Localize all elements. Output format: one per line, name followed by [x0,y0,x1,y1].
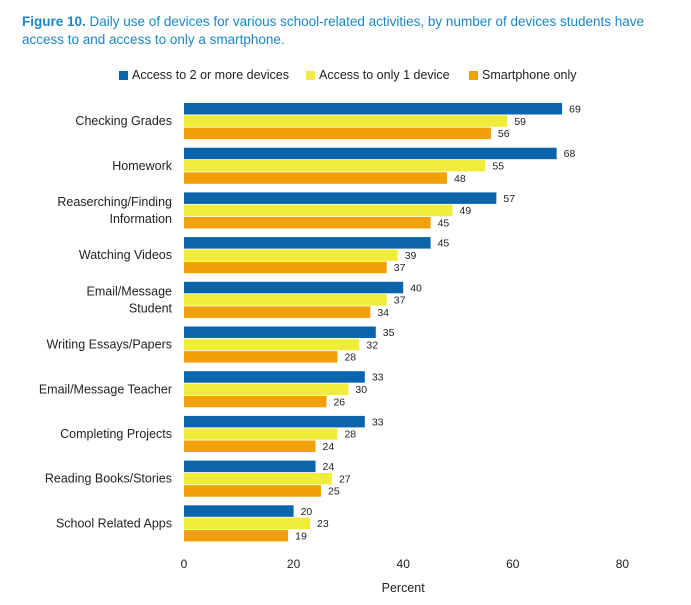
category-label: Writing Essays/Papers [46,338,172,352]
data-label: 56 [498,128,510,140]
bar [184,261,387,274]
legend: Access to 2 or more devices Access to on… [0,68,691,86]
data-label: 45 [438,238,450,250]
category-label: School Related Apps [56,516,172,530]
data-label: 59 [514,116,526,128]
data-label: 57 [503,193,515,205]
category-label: Reading Books/Stories [45,472,172,486]
bar [184,338,360,351]
figure-caption: Daily use of devices for various school-… [22,14,645,47]
bar [184,460,316,473]
data-label: 40 [410,282,422,294]
legend-item-two-or-more: Access to 2 or more devices [119,68,289,82]
data-label: 68 [564,148,576,160]
data-label: 27 [339,473,351,485]
bar [184,281,404,294]
data-label: 69 [569,104,581,116]
data-label: 55 [492,161,504,173]
data-label: 49 [460,205,472,217]
bar [184,351,338,363]
category-label: Information [109,212,172,226]
bar [184,371,365,383]
data-label: 35 [383,327,395,339]
data-label: 24 [323,461,335,473]
x-axis-label: Percent [382,581,426,595]
bar [184,103,563,115]
data-label: 37 [394,262,406,274]
x-tick-label: 80 [616,557,630,571]
category-label: Checking Grades [75,114,172,128]
bar [184,115,508,127]
bar [184,172,448,184]
category-label: Completing Projects [60,427,172,441]
data-label: 26 [333,396,345,408]
category-label: Email/Message Teacher [39,382,172,396]
bar [184,326,376,338]
bar [184,192,497,204]
data-label: 37 [394,295,406,307]
bar [184,160,486,172]
data-label: 24 [323,441,335,453]
bar [184,294,387,306]
legend-label: Smartphone only [482,68,577,82]
x-tick-label: 60 [506,557,520,571]
category-label: Watching Videos [79,248,172,262]
bar [184,306,371,318]
bar [184,204,453,217]
bar [184,249,398,261]
bar [184,485,321,497]
bar [184,217,431,229]
category-label: Email/Message [87,284,172,298]
data-label: 25 [328,486,340,498]
data-label: 34 [377,307,389,319]
legend-item-one-device: Access to only 1 device [306,68,450,82]
legend-label: Access to 2 or more devices [132,68,290,82]
bar [184,147,557,160]
bar [184,415,365,428]
data-label: 33 [372,372,384,384]
data-label: 32 [366,339,378,351]
bar [184,440,316,452]
bar [184,127,491,140]
legend-swatch [469,70,478,80]
figure-label: Figure 10. [22,14,86,29]
bar [184,529,289,542]
category-label: Reaserching/Finding [57,195,172,209]
data-label: 33 [372,416,384,428]
bar [184,237,431,249]
data-label: 28 [344,429,356,441]
legend-swatch [119,70,128,80]
category-label: Homework [112,159,172,173]
data-label: 48 [454,173,466,185]
bar [184,383,349,395]
data-label: 30 [355,384,367,396]
data-label: 23 [317,518,329,530]
bar [184,428,338,440]
data-label: 45 [438,218,450,230]
legend-label: Access to only 1 device [319,68,450,82]
legend-swatch [306,70,315,80]
data-label: 20 [301,506,313,518]
bar [184,517,311,530]
x-tick-label: 40 [397,557,411,571]
x-tick-label: 20 [287,557,301,571]
data-label: 39 [405,250,417,262]
data-label: 19 [295,530,307,542]
legend-item-smartphone-only: Smartphone only [469,68,577,82]
figure-title: Figure 10. Daily use of devices for vari… [22,13,672,49]
bar [184,505,294,517]
bar [184,395,327,408]
category-label: Student [129,301,173,315]
x-tick-label: 0 [181,557,188,571]
bar [184,472,332,485]
data-label: 28 [344,352,356,364]
